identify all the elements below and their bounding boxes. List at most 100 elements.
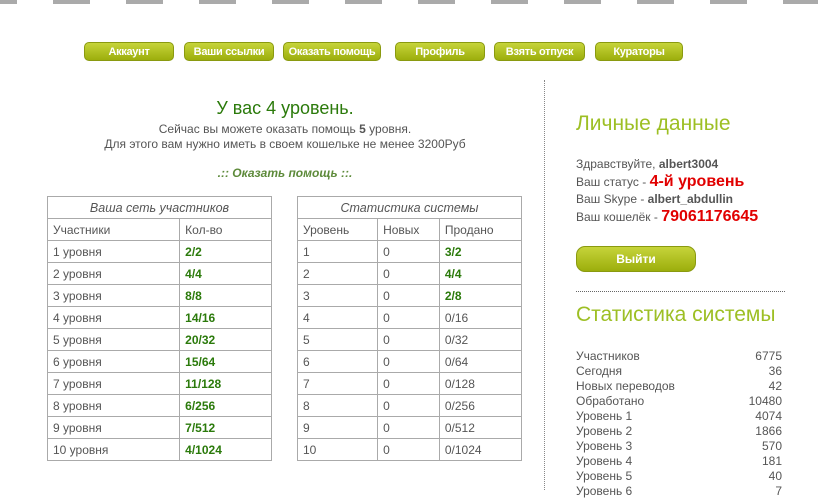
table-cell: 8/8 [179,284,272,307]
column-header: Уровень [296,218,379,241]
nav-button[interactable]: Аккаунт [84,42,174,61]
table-row: 3 0 2/8 [296,284,523,307]
nav-button[interactable]: Профиль [395,42,485,61]
column-header: Кол-во [179,218,272,241]
table-cell: 0/512 [438,416,523,439]
stats-value: 181 [761,454,782,468]
table-cell: 2/2 [179,240,272,263]
table-row: 8 0 0/256 [296,394,523,417]
stats-value: 7 [775,484,782,498]
stats-value: 4074 [755,409,782,423]
stats-label: Обработано [576,394,645,408]
stats-row: Уровень 3 570 [576,439,782,454]
stats-value: 10480 [748,394,782,408]
table-cell: 7 [296,372,379,395]
table-cell: 9 [296,416,379,439]
table-cell: 10 [296,438,379,461]
table-cell: 7 уровня [46,372,181,395]
stats-label: Уровень 3 [576,439,633,453]
network-table: Ваша сеть участников Участники Кол-во 1 уро… [46,196,272,461]
stats-value: 40 [768,469,782,483]
table-cell: 4 [296,306,379,329]
label: Ваш Skype - [576,192,648,206]
table-cell: 2 уровня [46,262,181,285]
table-cell: 3 уровня [46,284,181,307]
divider [544,80,545,490]
label: Ваш кошелёк - [576,210,662,224]
wallet-requirement: Для этого вам нужно иметь в своем кошель… [104,137,466,151]
divider [576,291,785,292]
table-cell: 0/256 [438,394,523,417]
table-cell: 0 [377,284,440,307]
table-row: 6 уровня 15/64 [46,350,272,373]
table-cell: 2/8 [438,284,523,307]
table-row: 9 уровня 7/512 [46,416,272,439]
table-cell: 5 уровня [46,328,181,351]
table-cell: 1 уровня [46,240,181,263]
stats-list: Участников 6775 Сегодня 36 Новых переводов 42… [576,349,782,499]
table-cell: 0 [377,240,440,263]
stats-value: 570 [761,439,782,453]
stats-title: Статистика системы [576,303,776,326]
table-row: 4 уровня 14/16 [46,306,272,329]
stats-label: Уровень 4 [576,454,633,468]
table-cell: 8 уровня [46,394,181,417]
column-header: Участники [46,218,181,241]
table-row: 2 уровня 4/4 [46,262,272,285]
stats-row: Уровень 6 7 [576,484,782,499]
table-cell: 4 уровня [46,306,181,329]
stats-label: Уровень 5 [576,469,633,483]
table-cell: 0/16 [438,306,523,329]
column-header: Продано [438,218,523,241]
table-cell: 8 [296,394,379,417]
table-row: 5 0 0/32 [296,328,523,351]
table-cell: 6 уровня [46,350,181,373]
table-cell: 0 [377,372,440,395]
personal-title: Личные данные [576,112,731,135]
table-cell: 9 уровня [46,416,181,439]
label: Ваш статус - [576,175,650,189]
stats-value: 36 [768,364,782,378]
status-value: 4-й уровень [649,173,745,190]
table-cell: 0 [377,262,440,285]
header-decoration [0,0,818,4]
table-cell: 1 [296,240,379,263]
username: albert3004 [658,157,719,171]
nav-button[interactable]: Ваши ссылки [184,42,274,61]
table-cell: 0/1024 [438,438,523,461]
table-cell: 2 [296,262,379,285]
table-cell: 15/64 [179,350,272,373]
personal-info: Здравствуйте, albert3004 Ваш статус - 4-… [576,156,758,226]
table-cell: 20/32 [179,328,272,351]
table-row: 9 0 0/512 [296,416,523,439]
system-stats-table: Статистика системы Уровень Новых Продано 1 0 3… [296,196,523,461]
stats-label: Уровень 6 [576,484,633,498]
table-caption: Статистика системы [297,196,522,219]
stats-row: Сегодня 36 [576,364,782,379]
help-link[interactable]: .:: Оказать помощь ::. [217,166,353,180]
stats-label: Уровень 2 [576,424,633,438]
stats-row: Уровень 4 181 [576,454,782,469]
table-cell: 4/4 [179,262,272,285]
table-cell: 0 [377,394,440,417]
table-row: 7 0 0/128 [296,372,523,395]
table-row: 8 уровня 6/256 [46,394,272,417]
table-cell: 0 [377,328,440,351]
table-cell: 7/512 [179,416,272,439]
table-cell: 3 [296,284,379,307]
table-cell: 0 [377,438,440,461]
logout-button[interactable]: Выйти [576,246,696,272]
stats-value: 6775 [755,349,782,363]
stats-value: 1866 [755,424,782,438]
nav-button[interactable]: Кураторы [595,42,683,61]
stats-value: 42 [768,379,782,393]
table-cell: 0 [377,350,440,373]
table-cell: 5 [296,328,379,351]
table-cell: 0/128 [438,372,523,395]
nav-button[interactable]: Взять отпуск [494,42,585,61]
table-caption: Ваша сеть участников [47,196,272,219]
table-row: 5 уровня 20/32 [46,328,272,351]
table-cell: 0 [377,306,440,329]
table-cell: 4/4 [438,262,523,285]
nav-button[interactable]: Оказать помощь [283,42,381,61]
